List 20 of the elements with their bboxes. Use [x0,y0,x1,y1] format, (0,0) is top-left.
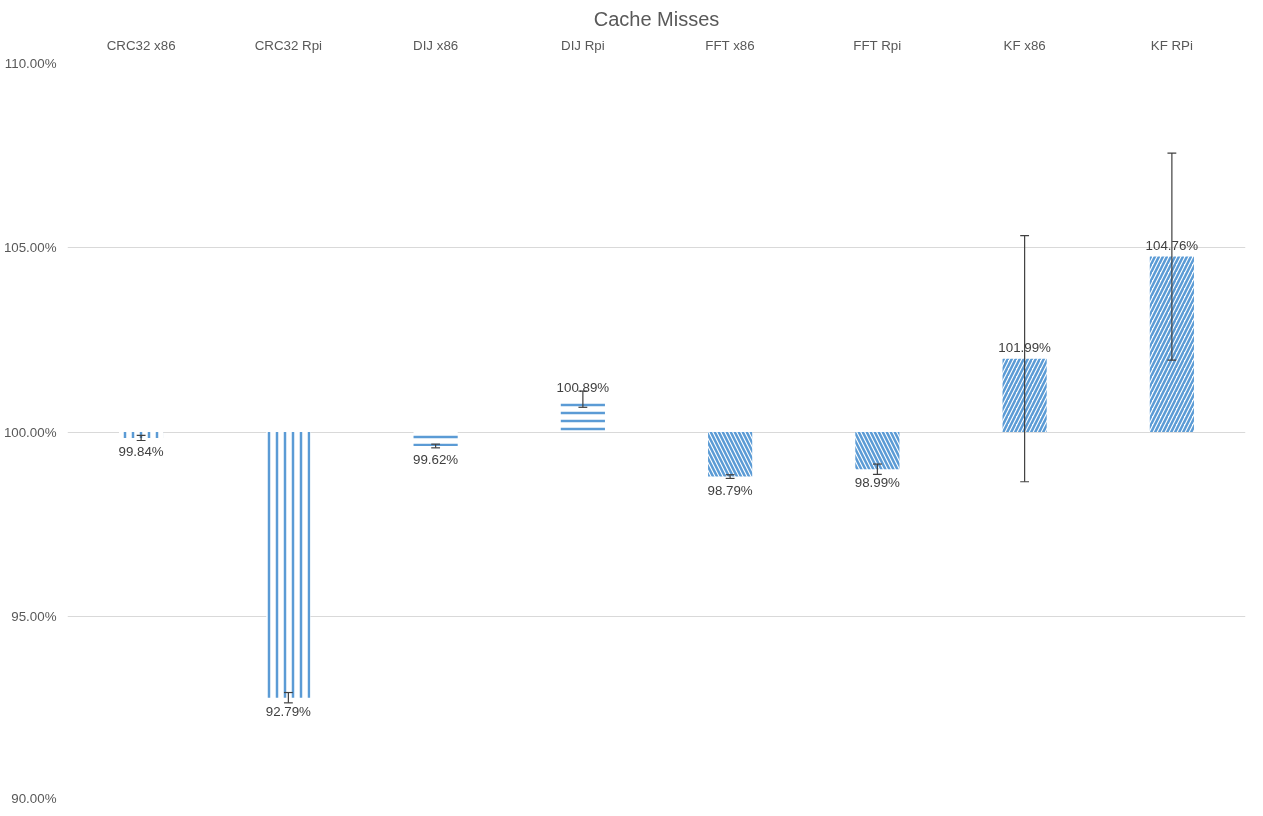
data-label: 98.99% [854,475,901,491]
x-tick-label: DIJ Rpi [561,37,605,53]
chart-title: Cache Misses [593,7,720,30]
data-label: 99.84% [118,443,164,459]
x-tick-label: KF RPi [1150,37,1194,53]
x-tick-label: CRC32 Rpi [254,37,323,53]
y-tick-label: 105.00% [3,240,57,256]
x-tick-label: FFT x86 [705,37,755,53]
y-tick-label: 90.00% [11,790,57,806]
data-label: 99.62% [413,452,459,467]
y-tick-label: 100.00% [3,424,57,440]
data-label: 92.79% [265,703,312,719]
x-tick-label: KF x86 [1003,37,1046,53]
data-label: 98.79% [707,482,753,498]
data-label: 100.89% [556,380,610,396]
y-tick-label: 95.00% [11,608,57,624]
x-tick-label: DIJ x86 [413,37,459,53]
x-tick-label: FFT Rpi [853,37,902,53]
x-tick-label: CRC32 x86 [106,37,176,53]
y-tick-label: 110.00% [4,56,57,71]
